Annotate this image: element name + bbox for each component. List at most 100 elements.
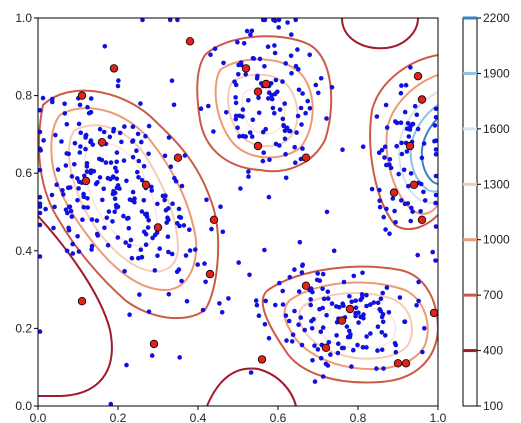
scatter-point [267, 157, 272, 162]
scatter-point [181, 223, 187, 228]
scatter-point [381, 214, 387, 220]
scatter-point [114, 169, 119, 174]
scatter-point [127, 243, 132, 249]
scatter-point [246, 169, 251, 174]
scatter-point [85, 104, 90, 110]
scatter-point [187, 227, 192, 232]
highlight-point [97, 137, 107, 147]
scatter-point [179, 183, 185, 189]
scatter-point [38, 148, 43, 153]
scatter-point [77, 150, 83, 155]
scatter-point [261, 150, 267, 155]
scatter-point [60, 188, 65, 193]
scatter-point [421, 189, 426, 195]
scatter-point [297, 239, 303, 245]
scatter-point [360, 345, 366, 350]
scatter-point [116, 78, 121, 83]
scatter-point [383, 227, 388, 232]
scatter-point [85, 196, 90, 201]
highlight-point [301, 153, 311, 162]
scatter-point [226, 296, 231, 301]
x-tick-label: 0.2 [110, 411, 127, 423]
scatter-point [283, 61, 289, 66]
scatter-point [102, 44, 108, 49]
scatter-point [108, 176, 113, 182]
scatter-point [432, 123, 438, 128]
scatter-point [272, 50, 278, 56]
scatter-point [91, 168, 97, 174]
scatter-point [81, 204, 86, 210]
contour-1300-bottom-right [298, 292, 413, 360]
scatter-point [324, 312, 329, 318]
scatter-point [349, 364, 354, 369]
scatter-point [124, 362, 129, 368]
scatter-point [113, 165, 118, 171]
scatter-point [122, 124, 127, 129]
scatter-point [141, 164, 147, 169]
scatter-point [377, 204, 383, 210]
scatter-point [403, 82, 409, 88]
scatter-point [152, 232, 158, 238]
scatter-point [100, 197, 105, 203]
scatter-point [53, 132, 58, 138]
scatter-point [296, 322, 301, 328]
scatter-point [136, 158, 142, 164]
scatter-point [235, 39, 240, 45]
scatter-point [433, 106, 438, 112]
scatter-point [315, 347, 321, 352]
scatter-point [307, 52, 313, 58]
scatter-point [139, 254, 145, 260]
scatter-point [399, 198, 404, 203]
highlight-point [417, 215, 427, 224]
scatter-point [324, 209, 330, 215]
highlight-point [409, 180, 419, 189]
scatter-point [138, 101, 143, 106]
scatter-point [150, 235, 155, 241]
scatter-point [206, 103, 211, 109]
scatter-point [115, 83, 121, 89]
scatter-points [38, 18, 438, 406]
scatter-point [260, 158, 266, 164]
scatter-point [272, 18, 278, 24]
scatter-point [399, 140, 404, 146]
scatter-point [163, 193, 168, 198]
scatter-point [308, 297, 314, 302]
scatter-point [254, 76, 260, 81]
contour-400-bottom-center [206, 367, 297, 406]
scatter-point [61, 192, 66, 197]
scatter-point [66, 151, 71, 157]
scatter-point [137, 292, 142, 297]
scatter-point [364, 303, 369, 309]
scatter-point [266, 96, 271, 101]
highlight-point [253, 141, 263, 151]
colorbar: 2200 1900 1600 1300 1000 700 400 100 [462, 11, 510, 413]
scatter-point [111, 129, 116, 134]
scatter-point [371, 300, 377, 305]
scatter-point [212, 46, 218, 51]
scatter-point [182, 153, 188, 158]
scatter-point [416, 279, 421, 285]
scatter-point [63, 207, 69, 212]
scatter-point [353, 310, 358, 316]
highlight-point [253, 87, 263, 96]
scatter-point [54, 182, 59, 187]
scatter-point [262, 64, 267, 69]
scatter-point [130, 189, 136, 195]
highlight-point [81, 176, 91, 186]
scatter-point [262, 18, 268, 23]
scatter-point [246, 98, 251, 103]
scatter-point [162, 153, 168, 159]
scatter-point [177, 355, 182, 360]
scatter-point [114, 176, 120, 182]
scatter-point [146, 151, 151, 157]
scatter-point [269, 96, 275, 102]
scatter-point [384, 125, 390, 130]
scatter-point [166, 291, 172, 297]
scatter-point [219, 310, 225, 315]
scatter-point [112, 196, 118, 201]
scatter-point [141, 198, 147, 203]
scatter-point [52, 204, 57, 210]
scatter-point [320, 286, 325, 292]
scatter-point [128, 237, 134, 243]
scatter-point [106, 209, 112, 214]
